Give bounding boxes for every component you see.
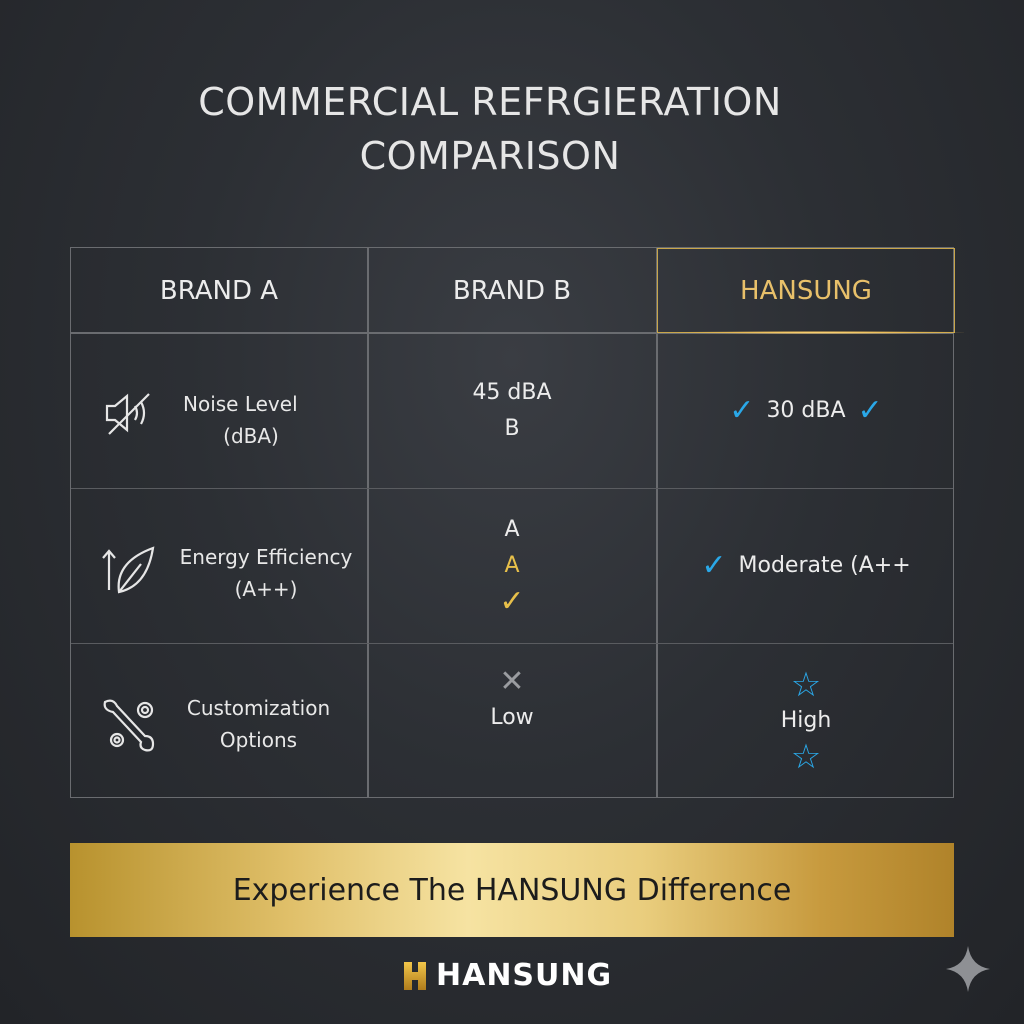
value-text: 30 dBA	[766, 397, 846, 423]
hansung-highlight	[657, 248, 964, 334]
check-icon: ✓	[499, 584, 525, 619]
row-divider	[71, 643, 953, 644]
customization-brand-b: ✕ Low	[367, 644, 657, 798]
wrench-gear-icon	[103, 699, 155, 752]
value-text: A	[504, 517, 520, 542]
value-text: High	[780, 708, 832, 733]
row-divider	[71, 488, 953, 489]
customization-hansung: ☆ High ☆	[657, 644, 955, 798]
header-brand-b: BRAND B	[452, 275, 572, 306]
noise-brand-b: 45 dBA B	[367, 333, 657, 488]
check-icon: ✓	[701, 548, 727, 583]
star-icon: ☆	[790, 737, 822, 777]
row-divider	[71, 332, 953, 334]
column-divider	[367, 248, 369, 797]
cta-banner[interactable]: Experience The HANSUNG Difference	[70, 843, 954, 937]
row-label-customization: Customization Options	[171, 692, 346, 756]
value-text: Moderate (A++	[738, 553, 911, 578]
label-line: (dBA)	[223, 424, 279, 448]
value-text: Low	[490, 705, 534, 730]
logo-text: HANSUNG	[436, 958, 613, 993]
row-label-noise: Noise Level (dBA)	[171, 388, 331, 452]
check-icon: ✓	[729, 392, 755, 428]
energy-brand-b: A A ✓	[367, 489, 657, 643]
comparison-table: BRAND A BRAND B HANSUNG Noise Level (dBA…	[70, 247, 964, 798]
check-icon: ✓	[857, 392, 883, 428]
value-text: B	[504, 415, 520, 441]
muted-speaker-icon	[105, 393, 150, 435]
hansung-logo-icon	[404, 961, 426, 990]
page-title-line2: COMPARISON	[359, 134, 621, 178]
star-icon: ☆	[790, 665, 822, 705]
sparkle-icon	[946, 946, 990, 992]
column-divider	[656, 248, 658, 797]
label-line: Customization	[186, 696, 331, 720]
header-hansung: HANSUNG	[740, 275, 872, 306]
row-label-energy: Energy Efficiency (A++)	[171, 541, 361, 605]
label-line: (A++)	[234, 577, 298, 601]
noise-hansung: ✓ 30 dBA ✓	[657, 333, 955, 488]
header-brand-a: BRAND A	[159, 275, 279, 306]
value-text: 45 dBA	[472, 379, 552, 405]
label-line: Options	[219, 728, 298, 752]
energy-hansung: ✓ Moderate (A++	[657, 489, 955, 643]
hansung-logo: HANSUNG	[400, 958, 612, 993]
label-line: Noise Level	[183, 392, 298, 416]
x-icon: ✕	[499, 664, 525, 699]
leaf-arrow-icon	[102, 546, 155, 594]
label-line: Energy Efficiency	[179, 545, 353, 569]
value-text: A	[504, 553, 520, 578]
page-title-line1: COMMERCIAL REFRGIERATION	[198, 80, 782, 124]
